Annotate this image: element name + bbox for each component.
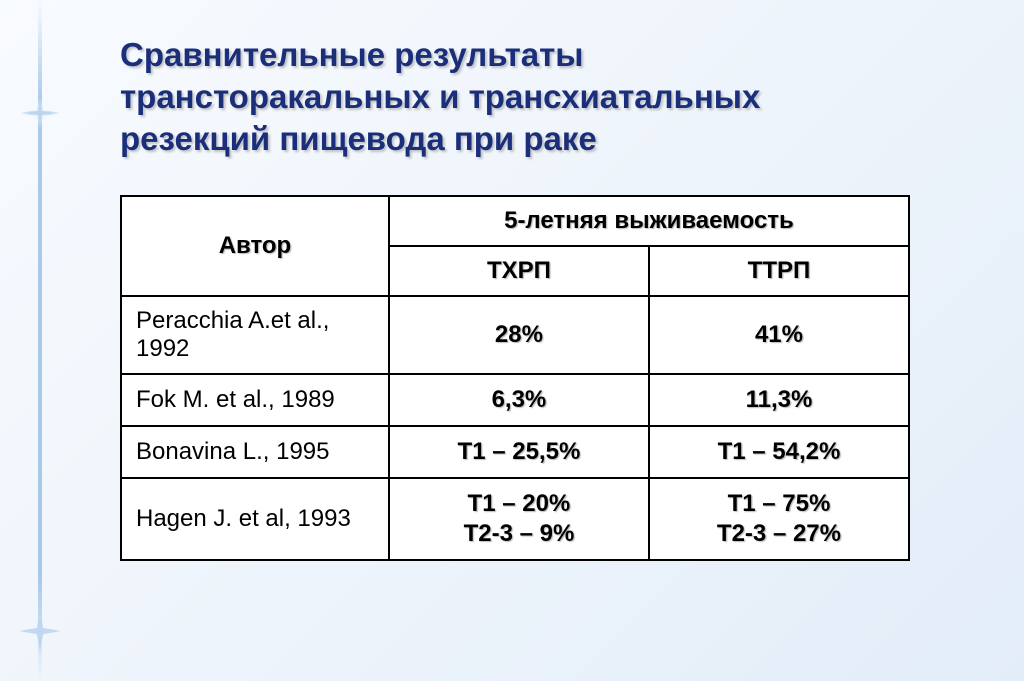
table-row: Fok M. et al., 1989 6,3% 11,3% — [121, 374, 909, 426]
cell-ttrp: T1 – 75% T2-3 – 27% — [649, 478, 909, 560]
vertical-decor-line — [38, 0, 42, 681]
cell-txrp: 6,3% — [389, 374, 649, 426]
table-row: Bonavina L., 1995 T1 – 25,5% T1 – 54,2% — [121, 426, 909, 478]
col-header-survival-group: 5-летняя выживаемость — [389, 196, 909, 246]
cell-txrp: 28% — [389, 296, 649, 374]
cell-author: Hagen J. et al, 1993 — [121, 478, 389, 560]
col-header-txrp: ТХРП — [389, 246, 649, 296]
table-row: Hagen J. et al, 1993 T1 – 20% T2-3 – 9% … — [121, 478, 909, 560]
cell-author: Peracchia A.et al., 1992 — [121, 296, 389, 374]
results-table: Автор 5-летняя выживаемость ТХРП ТТРП Pe… — [120, 195, 910, 561]
cell-txrp: T1 – 20% T2-3 – 9% — [389, 478, 649, 560]
col-header-author: Автор — [121, 196, 389, 296]
cell-author: Fok M. et al., 1989 — [121, 374, 389, 426]
col-header-ttrp: ТТРП — [649, 246, 909, 296]
cell-author: Bonavina L., 1995 — [121, 426, 389, 478]
slide-title: Сравнительные результаты трансторакальны… — [120, 34, 900, 161]
cell-ttrp: 11,3% — [649, 374, 909, 426]
cell-ttrp: T1 – 54,2% — [649, 426, 909, 478]
cell-txrp: T1 – 25,5% — [389, 426, 649, 478]
cell-ttrp: 41% — [649, 296, 909, 374]
table-row: Peracchia A.et al., 1992 28% 41% — [121, 296, 909, 374]
